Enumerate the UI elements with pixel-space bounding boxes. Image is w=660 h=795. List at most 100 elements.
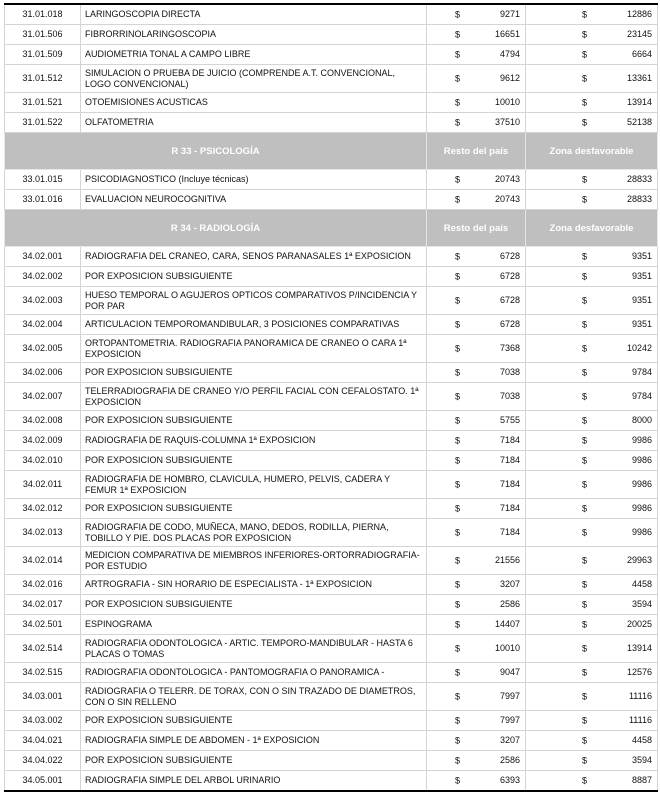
currency-symbol: $ [455,174,461,184]
practice-code: 31.01.509 [4,44,81,65]
price-zona-value: 20025 [626,619,652,629]
price-zona-value: 6664 [631,49,652,59]
practice-description: LARINGOSCOPIA DIRECTA [80,3,427,25]
price-resto-value: 3207 [499,579,520,589]
price-zona-value: 4458 [631,735,652,745]
price-zona: $6664 [525,44,658,65]
price-zona: $13914 [525,634,658,663]
currency-symbol: $ [582,455,588,465]
practice-description: AUDIOMETRIA TONAL A CAMPO LIBRE [80,44,427,65]
currency-symbol: $ [582,415,588,425]
practice-description: RADIOGRAFIA DEL CRANEO, CARA, SENOS PARA… [80,246,427,267]
currency-symbol: $ [455,755,461,765]
price-resto: $9047 [426,662,526,683]
price-resto: $2586 [426,750,526,771]
table-row: 34.02.010 POR EXPOSICION SUBSIGUIENTE $7… [4,450,658,471]
price-zona-value: 9986 [631,479,652,489]
price-resto-value: 20743 [494,174,520,184]
table-row: 33.01.015 PSICODIAGNOSTICO (Incluye técn… [4,169,658,190]
currency-symbol: $ [455,271,461,281]
currency-symbol: $ [455,319,461,329]
practice-code: 31.01.522 [4,112,81,133]
practice-description: POR EXPOSICION SUBSIGUIENTE [80,594,427,615]
price-zona: $12576 [525,662,658,683]
practice-description: ESPINOGRAMA [80,614,427,635]
price-zona-value: 3594 [631,755,652,765]
price-resto: $7184 [426,430,526,451]
price-zona-value: 28833 [626,174,652,184]
practice-code: 34.02.014 [4,546,81,575]
currency-symbol: $ [582,29,588,39]
table-row: 31.01.522 OLFATOMETRIA $37510 $52138 [4,112,658,133]
practice-description: PSICODIAGNOSTICO (Incluye técnicas) [80,169,427,190]
price-zona: $13361 [525,64,658,93]
table-row: 34.02.004 ARTICULACION TEMPOROMANDIBULAR… [4,314,658,335]
currency-symbol: $ [582,599,588,609]
price-resto-value: 7997 [499,715,520,725]
price-zona-value: 11116 [628,691,652,701]
price-zona-value: 23145 [626,29,652,39]
price-resto-value: 7184 [499,503,520,513]
price-resto-value: 6728 [499,295,520,305]
price-resto: $6728 [426,286,526,315]
currency-symbol: $ [582,251,588,261]
price-zona: $23145 [525,24,658,45]
currency-symbol: $ [582,319,588,329]
practice-code: 31.01.512 [4,64,81,93]
price-zona-value: 10242 [626,343,652,353]
table-row: 34.02.011 RADIOGRAFIA DE HOMBRO, CLAVICU… [4,470,658,499]
price-zona: $9986 [525,498,658,519]
currency-symbol: $ [455,295,461,305]
price-zona: $9784 [525,362,658,383]
price-resto-value: 9612 [499,73,520,83]
practice-code: 34.04.022 [4,750,81,771]
price-resto: $37510 [426,112,526,133]
price-zona: $8000 [525,410,658,431]
currency-symbol: $ [582,479,588,489]
practice-code: 33.01.015 [4,169,81,190]
table-row: 34.02.515 RADIOGRAFIA ODONTOLOGICA - PAN… [4,662,658,683]
price-zona-value: 12886 [626,9,652,19]
currency-symbol: $ [582,295,588,305]
currency-symbol: $ [582,527,588,537]
currency-symbol: $ [455,49,461,59]
price-resto-value: 9271 [499,9,520,19]
price-zona: $3594 [525,594,658,615]
currency-symbol: $ [582,367,588,377]
price-resto-value: 2586 [499,599,520,609]
price-zona-value: 9351 [631,251,652,261]
practice-description: ARTROGRAFIA - SIN HORARIO DE ESPECIALIST… [80,574,427,595]
price-zona-value: 9784 [631,367,652,377]
price-zona: $10242 [525,334,658,363]
table-row: 34.04.021 RADIOGRAFIA SIMPLE DE ABDOMEN … [4,730,658,751]
practice-code: 34.02.013 [4,518,81,547]
price-resto: $7038 [426,382,526,411]
table-row: 34.02.014 MEDICION COMPARATIVA DE MIEMBR… [4,546,658,575]
currency-symbol: $ [455,435,461,445]
practice-description: ARTICULACION TEMPOROMANDIBULAR, 3 POSICI… [80,314,427,335]
table-row: 34.02.514 RADIOGRAFIA ODONTOLOGICA - ART… [4,634,658,663]
practice-code: 34.02.017 [4,594,81,615]
currency-symbol: $ [455,599,461,609]
currency-symbol: $ [455,117,461,127]
table-row: 34.02.006 POR EXPOSICION SUBSIGUIENTE $7… [4,362,658,383]
price-zona: $29963 [525,546,658,575]
table-row: 33.01.016 EVALUACION NEUROCOGNITIVA $207… [4,189,658,210]
practice-description: RADIOGRAFIA DE RAQUIS-COLUMNA 1ª EXPOSIC… [80,430,427,451]
practice-code: 34.02.010 [4,450,81,471]
price-resto-value: 10010 [494,97,520,107]
price-resto-value: 5755 [499,415,520,425]
table-row: 34.02.005 ORTOPANTOMETRIA. RADIOGRAFIA P… [4,334,658,363]
price-resto-value: 6728 [499,319,520,329]
practice-description: RADIOGRAFIA DE CODO, MUÑECA, MANO, DEDOS… [80,518,427,547]
currency-symbol: $ [582,755,588,765]
price-resto-value: 37510 [494,117,520,127]
practice-description: POR EXPOSICION SUBSIGUIENTE [80,710,427,731]
price-resto: $3207 [426,730,526,751]
price-resto: $7368 [426,334,526,363]
currency-symbol: $ [582,715,588,725]
price-zona-value: 3594 [631,599,652,609]
table-row: 34.02.009 RADIOGRAFIA DE RAQUIS-COLUMNA … [4,430,658,451]
price-zona: $4458 [525,574,658,595]
price-resto-value: 7184 [499,479,520,489]
